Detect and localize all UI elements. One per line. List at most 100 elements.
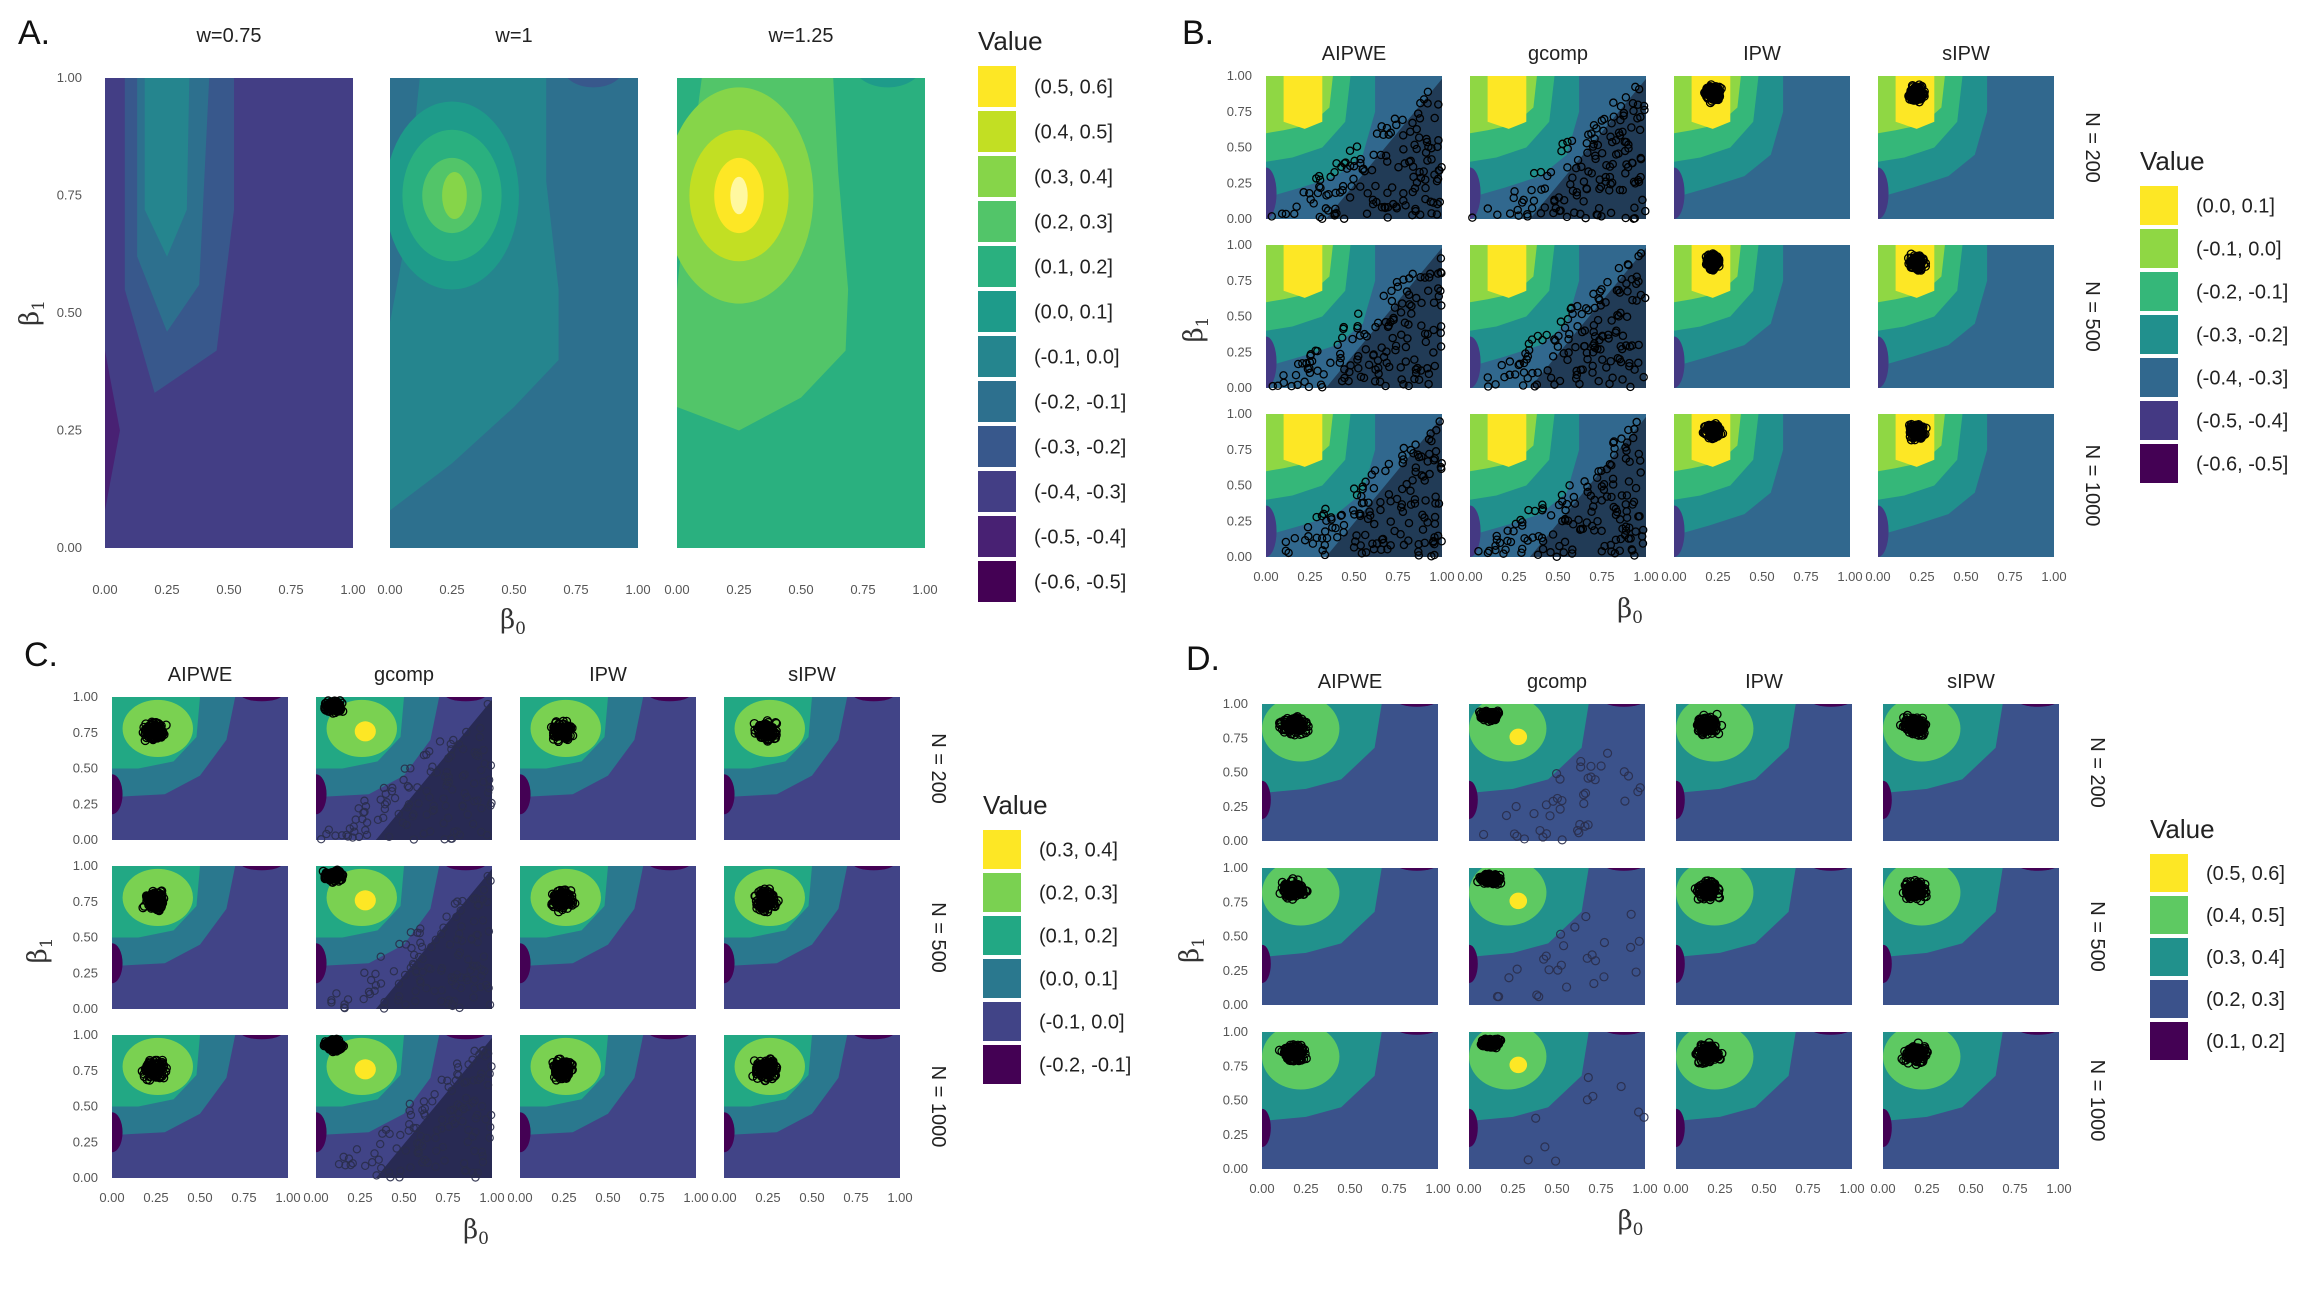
estimate-point [452,1059,462,1068]
estimate-point [1619,108,1629,118]
legend-label: (0.2, 0.3] [1034,212,1113,234]
facet-contour-band [1509,728,1528,746]
panel-c-y-axis-label-text: β1 [23,938,57,964]
estimate-point [460,789,469,798]
x-tick: 1.00 [912,582,937,597]
estimate-point [337,831,347,840]
estimate-point [1337,510,1346,520]
estimate-point [470,1096,479,1105]
column-strip: gcomp [1528,43,1588,65]
estimate-point [1522,210,1532,219]
estimate-point [362,830,372,840]
estimate-point [470,797,479,806]
estimate-point [460,1166,469,1176]
estimate-point [1597,482,1607,491]
estimate-point [1524,345,1534,355]
estimate-point [360,807,369,817]
estimate-point [1382,123,1392,133]
legend-swatch [2140,401,2178,440]
x-tick: 0.25 [1909,569,1934,584]
x-tick: 0.75 [1381,1181,1406,1196]
facet-contour-band [1470,505,1481,557]
y-tick: 0.00 [1227,211,1252,226]
legend-label: (-0.4, -0.3] [1034,482,1126,504]
estimate-point [1505,209,1515,218]
estimate-point [470,975,479,984]
estimate-point [384,832,394,841]
estimate-point [1602,492,1612,501]
estimate-point [460,770,469,779]
estimate-point [1540,203,1550,212]
estimate-point [1427,155,1436,164]
estimate-point [1371,365,1380,374]
estimate-point [1702,428,1712,439]
estimate-point [320,1037,331,1047]
estimate-point [360,1161,370,1171]
estimate-point [1529,196,1539,206]
estimate-point [1358,165,1367,174]
estimate-point [483,1080,493,1090]
estimate-point [1414,551,1424,560]
facet-contour-band [2020,868,2055,871]
estimate-point [453,1069,462,1079]
estimate-point [1352,490,1362,500]
estimate-point [1317,511,1327,521]
estimate-cluster [1700,80,1726,108]
estimate-point [1483,548,1493,558]
estimate-point [1318,546,1327,555]
estimate-point [1597,285,1606,294]
estimate-point [1621,213,1630,223]
estimate-point [1401,201,1410,210]
estimate-point [1586,772,1596,782]
x-tick: 0.00 [664,582,689,597]
estimate-point [1388,333,1397,343]
estimate-point [327,998,336,1007]
facet-contour-band [316,1112,327,1153]
facet-contour-band [1283,414,1323,467]
estimate-point [463,810,472,819]
estimate-point [392,1144,401,1153]
estimate-point [1634,512,1643,521]
facet-contour-band [446,866,485,871]
estimate-cluster [1898,875,1931,906]
estimate-point [405,1099,414,1109]
estimate-point [1548,352,1558,361]
estimate-point [1548,530,1558,539]
estimate-point [406,764,415,773]
facet-contour-band [446,697,485,702]
estimate-point [1556,317,1566,326]
estimate-point [1532,990,1542,1000]
estimate-point [1381,203,1390,213]
estimate-point [1577,327,1587,337]
estimate-point [1561,982,1572,992]
estimate-point [1339,528,1348,537]
estimate-point [1313,188,1323,198]
x-axis-label-text: β0 [500,605,526,639]
estimate-point [1527,203,1537,213]
estimate-point [1603,277,1612,287]
facet-contour-band [1283,245,1323,298]
estimate-point [143,722,154,732]
y-tick: 1.00 [1227,237,1252,252]
estimate-point [1576,762,1586,772]
estimate-point [1628,295,1637,305]
estimate-point [1573,322,1582,331]
estimate-point [444,996,454,1005]
x-tick: 0.50 [1953,569,1978,584]
estimate-point [153,893,163,904]
estimate-point [445,940,455,949]
estimate-point [1615,546,1625,555]
estimate-point [380,997,389,1007]
estimate-point [1421,496,1430,505]
estimate-point [1617,274,1626,284]
legend-swatch [978,246,1016,287]
estimate-cluster [1692,709,1727,740]
estimate-point [1389,313,1398,323]
estimate-point [1404,157,1414,167]
estimate-point [1357,549,1367,558]
legend-swatch [978,381,1016,422]
estimate-point [1279,378,1289,388]
legend-swatch [978,561,1016,602]
y-tick: 1.00 [73,1027,98,1042]
